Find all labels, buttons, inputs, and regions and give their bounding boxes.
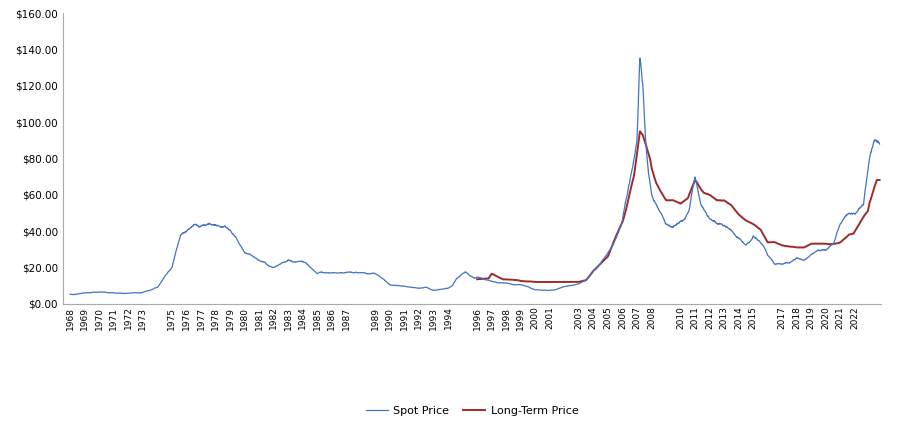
Spot Price xyxy=(412,285,423,290)
Spot Price xyxy=(809,250,820,255)
Long-Term Price xyxy=(480,276,491,281)
Long-Term Price xyxy=(635,128,645,134)
Spot Price xyxy=(874,141,885,147)
Long-Term Price xyxy=(565,279,575,285)
Long-Term Price xyxy=(832,241,842,246)
Long-Term Price xyxy=(472,276,483,282)
Long-Term Price xyxy=(628,176,638,181)
Spot Price xyxy=(405,285,416,290)
Spot Price xyxy=(850,211,860,217)
Spot Price xyxy=(65,292,76,297)
Long-Term Price xyxy=(800,244,811,250)
Spot Price xyxy=(654,207,664,212)
Legend: Spot Price, Long-Term Price: Spot Price, Long-Term Price xyxy=(361,401,583,421)
Long-Term Price xyxy=(874,178,885,183)
Long-Term Price xyxy=(697,188,708,193)
Spot Price xyxy=(635,56,645,61)
Line: Long-Term Price: Long-Term Price xyxy=(477,131,879,282)
Spot Price xyxy=(450,279,460,284)
Spot Price xyxy=(68,292,79,297)
Long-Term Price xyxy=(816,241,827,246)
Line: Spot Price: Spot Price xyxy=(70,58,879,295)
